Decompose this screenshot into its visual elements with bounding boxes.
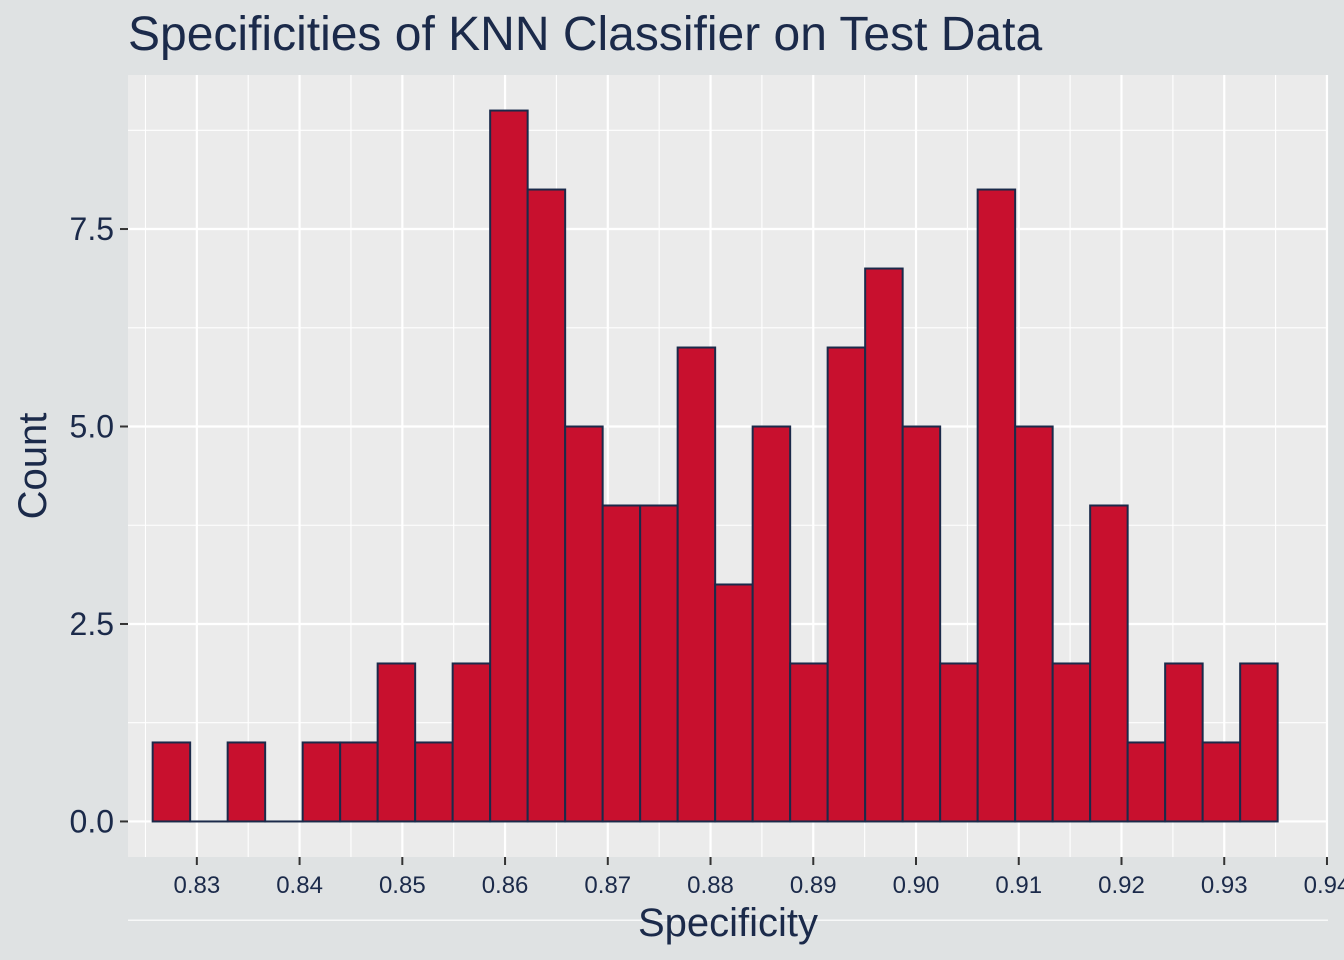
histogram-bar — [714, 583, 754, 823]
histogram-bar — [339, 741, 379, 823]
x-tick-label: 0.87 — [584, 872, 631, 899]
bars — [151, 109, 1279, 823]
x-tick-label: 0.86 — [482, 872, 529, 899]
histogram-bar — [826, 346, 867, 823]
histogram-bar — [864, 267, 904, 823]
histogram-bar — [301, 741, 342, 823]
histogram-bar — [1051, 662, 1092, 823]
y-tick-label: 0.0 — [70, 803, 114, 839]
histogram-bar — [226, 741, 267, 823]
y-tick-label: 2.5 — [70, 606, 114, 642]
histogram-bar — [1239, 662, 1279, 823]
x-tick-label: 0.85 — [379, 872, 426, 899]
histogram-bar — [1126, 741, 1167, 823]
y-tick-label: 5.0 — [70, 409, 114, 445]
histogram-bar — [414, 741, 454, 823]
histogram-bar — [976, 188, 1017, 823]
histogram-bar — [601, 504, 642, 823]
histogram-bar — [376, 662, 417, 823]
histogram-bar — [1014, 425, 1054, 823]
histogram-bar — [751, 425, 792, 823]
x-tick-label: 0.84 — [276, 872, 323, 899]
x-tick-label: 0.94 — [1304, 872, 1344, 899]
histogram-bar — [526, 188, 567, 823]
x-axis-title: Specificity — [638, 901, 818, 945]
y-tick-label: 7.5 — [70, 211, 114, 247]
histogram-bar — [151, 741, 192, 823]
x-tick-label: 0.90 — [893, 872, 940, 899]
histogram-bar — [939, 662, 979, 823]
histogram-bar — [676, 346, 717, 823]
histogram-bar — [1164, 662, 1204, 823]
histogram-bar — [1089, 504, 1129, 823]
x-tick-label: 0.83 — [173, 872, 220, 899]
x-tick-label: 0.89 — [790, 872, 837, 899]
histogram-bar — [489, 109, 529, 823]
x-axis: 0.83 0.84 0.85 0.86 0.87 0.88 0.89 0.90 0.91 0.92… — [173, 857, 1344, 899]
x-tick-label: 0.88 — [687, 872, 734, 899]
histogram-bar — [564, 425, 604, 823]
chart-title: Specificities of KNN Classifier on Test … — [128, 8, 1042, 61]
x-tick-label: 0.91 — [995, 872, 1042, 899]
histogram-bar — [639, 504, 679, 823]
y-axis: 0.0 2.5 5.0 7.5 — [70, 211, 128, 839]
histogram-bar — [1201, 741, 1242, 823]
histogram-bar — [451, 662, 492, 823]
histogram-bar — [901, 425, 942, 823]
x-tick-label: 0.92 — [1098, 872, 1145, 899]
histogram-bar — [789, 662, 829, 823]
y-axis-title: Count — [11, 413, 55, 520]
x-tick-label: 0.93 — [1201, 872, 1248, 899]
